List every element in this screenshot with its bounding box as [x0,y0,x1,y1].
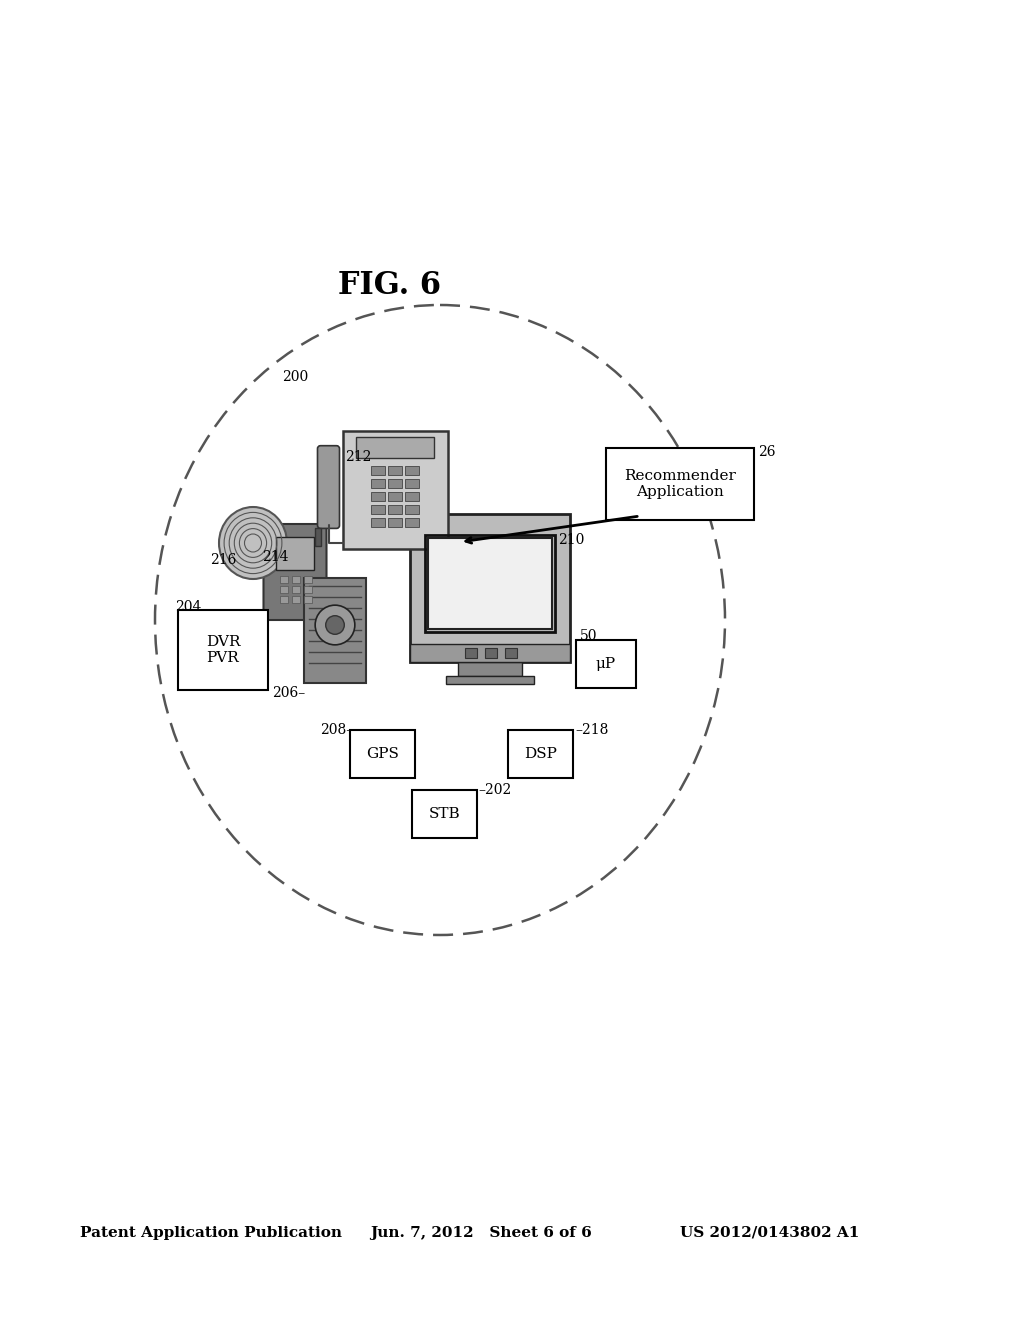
Ellipse shape [219,507,287,579]
Bar [371,466,385,475]
Text: 26: 26 [758,445,775,459]
Bar [280,577,288,583]
Bar [446,676,534,684]
Bar [458,663,522,676]
Bar [406,519,419,528]
Text: GPS: GPS [366,747,399,762]
Text: 216: 216 [210,553,237,568]
Text: DSP: DSP [524,747,557,762]
Text: 208–: 208– [319,723,353,737]
Bar [280,586,288,594]
Bar [412,789,477,838]
Bar [606,447,754,520]
Text: DVR
PVR: DVR PVR [206,635,241,665]
FancyBboxPatch shape [263,524,327,620]
Text: μP: μP [596,657,616,671]
Bar [428,537,552,630]
Bar [304,577,312,583]
Bar [292,597,300,603]
Bar [410,513,570,663]
Bar [350,730,415,777]
Bar [371,519,385,528]
Text: 206–: 206– [272,686,305,700]
Bar [410,644,570,663]
Circle shape [326,615,344,635]
Bar [505,648,517,659]
Bar [406,466,419,475]
Bar [406,479,419,488]
Text: 204: 204 [175,601,202,614]
Text: 214: 214 [262,550,289,564]
Bar [406,506,419,515]
Text: US 2012/0143802 A1: US 2012/0143802 A1 [680,1226,859,1239]
Bar [292,586,300,594]
FancyBboxPatch shape [317,446,340,528]
Bar [485,648,497,659]
Bar [425,535,555,632]
Bar [388,519,402,528]
Bar [508,730,573,777]
Text: Jun. 7, 2012   Sheet 6 of 6: Jun. 7, 2012 Sheet 6 of 6 [370,1226,592,1239]
Bar [388,479,402,488]
Bar [575,640,636,688]
Bar [178,610,268,690]
Bar [371,506,385,515]
Text: Recommender
Application: Recommender Application [624,469,736,499]
Text: 210: 210 [558,533,585,546]
Text: Patent Application Publication: Patent Application Publication [80,1226,342,1239]
Bar [388,506,402,515]
Text: STB: STB [429,807,461,821]
Text: 212: 212 [345,450,372,465]
Circle shape [315,605,355,645]
Text: 200: 200 [282,370,308,384]
Bar [304,578,366,682]
Bar [388,492,402,502]
Text: –218: –218 [575,723,608,737]
Text: FIG. 6: FIG. 6 [339,269,441,301]
Bar [275,537,314,570]
Bar [371,492,385,502]
Bar [304,586,312,594]
Bar [371,479,385,488]
Bar [465,648,477,659]
Bar [406,492,419,502]
Bar [342,432,447,549]
Bar [314,528,321,546]
Bar [355,437,434,458]
Text: –202: –202 [478,783,511,797]
Bar [388,466,402,475]
Text: 50: 50 [580,630,597,643]
Bar [304,597,312,603]
Bar [292,577,300,583]
Bar [280,597,288,603]
